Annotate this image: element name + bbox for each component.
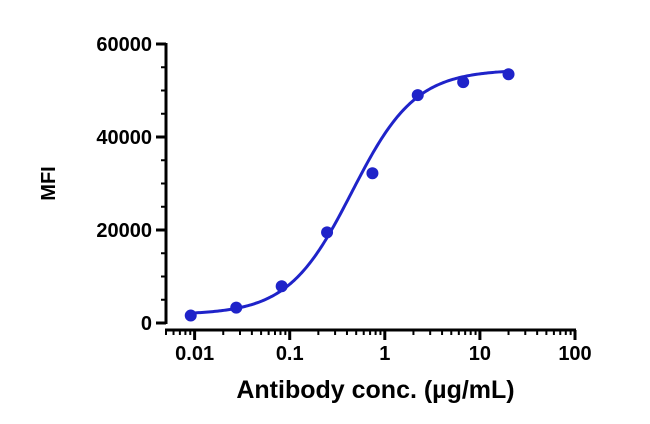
x-tick-label: 0.1 xyxy=(276,343,304,365)
x-axis: 0.01 0.1 1 10 100 xyxy=(165,328,592,365)
x-axis-title: Antibody conc. (µg/mL) xyxy=(236,376,514,404)
y-tick-label: 0 xyxy=(141,313,152,335)
x-tick-label: 1 xyxy=(379,343,390,365)
data-point xyxy=(457,76,470,89)
data-point xyxy=(502,68,515,81)
data-point xyxy=(321,226,334,239)
y-tick-label: 20000 xyxy=(96,220,152,242)
y-axis: 0 20000 40000 60000 xyxy=(96,34,168,335)
data-point xyxy=(366,167,379,180)
y-tick-label: 40000 xyxy=(96,127,152,149)
fit-curve xyxy=(190,69,509,315)
data-point xyxy=(411,89,424,102)
plot-area xyxy=(184,68,515,322)
x-tick-label: 10 xyxy=(469,343,491,365)
data-point xyxy=(184,309,197,322)
data-point xyxy=(230,301,243,314)
data-point xyxy=(275,280,288,293)
x-tick-label: 0.01 xyxy=(175,343,214,365)
y-tick-label: 60000 xyxy=(96,34,152,56)
y-axis-title: MFI xyxy=(38,166,60,200)
x-tick-label: 100 xyxy=(558,343,591,365)
